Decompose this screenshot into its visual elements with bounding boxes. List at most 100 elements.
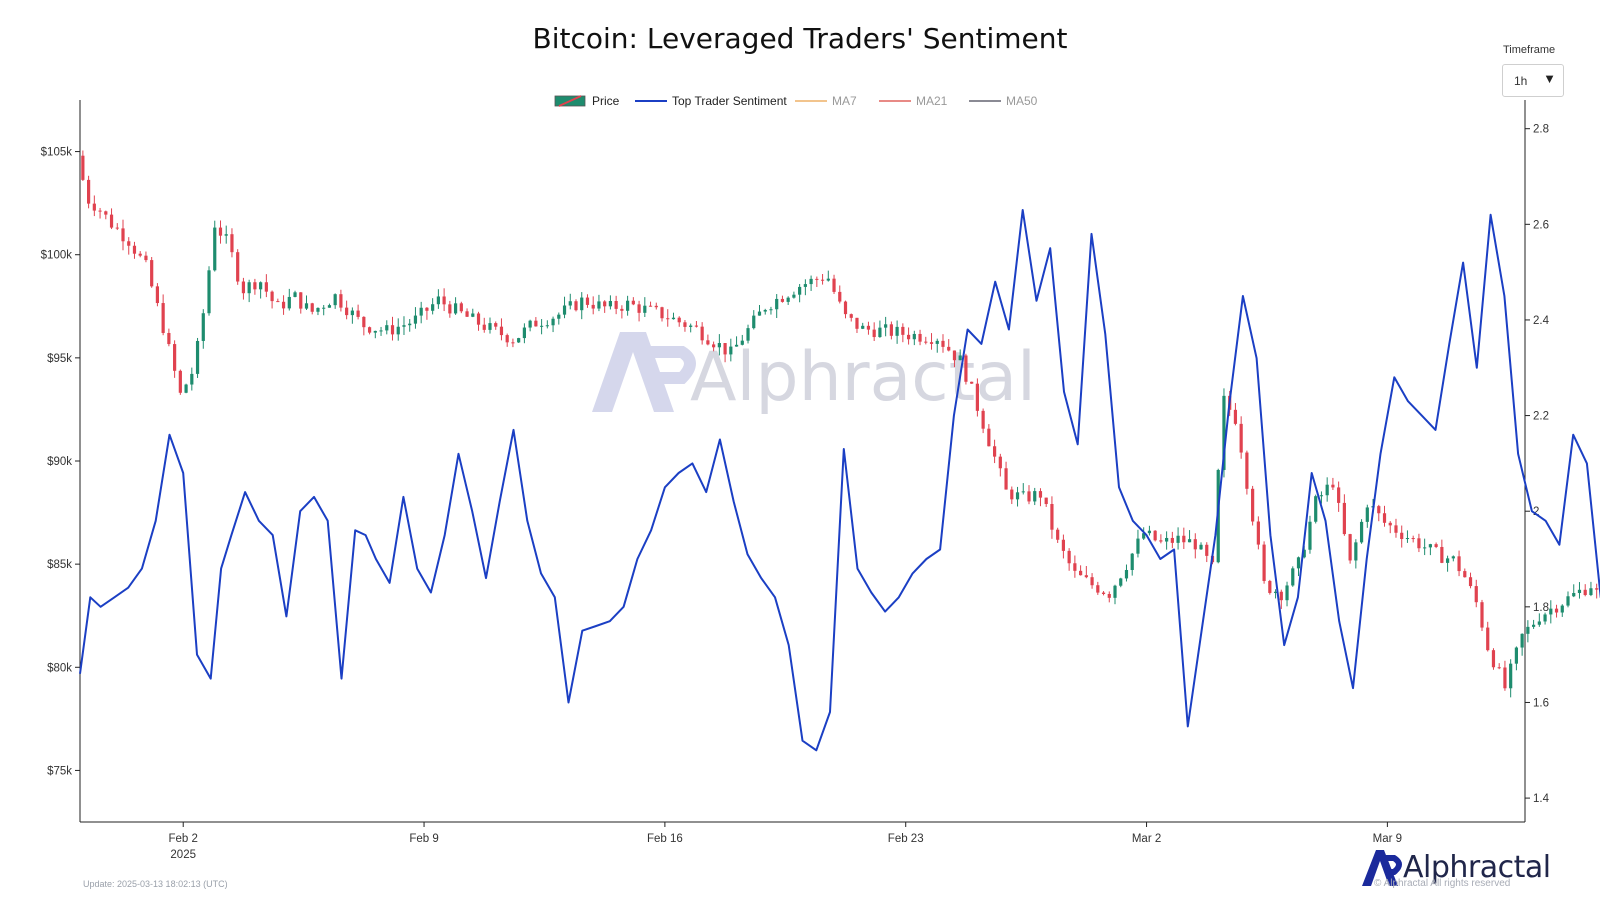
- price-candle: [1199, 542, 1203, 550]
- candle-body: [1532, 624, 1536, 627]
- price-candle: [1400, 525, 1404, 548]
- x-tick-label: Feb 23: [888, 833, 924, 845]
- price-candle: [442, 288, 446, 312]
- candle-body: [626, 300, 630, 311]
- candle-body: [1061, 539, 1066, 551]
- candle-body: [551, 318, 555, 326]
- candle-body: [350, 310, 354, 316]
- candle-body: [769, 309, 773, 311]
- price-candle: [1566, 591, 1570, 608]
- candle-body: [1405, 538, 1410, 540]
- candle-body: [1308, 521, 1312, 550]
- timeframe-dropdown[interactable]: 1h ▼: [1502, 64, 1564, 97]
- price-candle: [723, 342, 727, 363]
- price-candle: [603, 300, 607, 313]
- candle-body: [201, 313, 205, 341]
- candle-body: [1440, 546, 1444, 563]
- candle-body: [786, 297, 790, 302]
- y-left-tick-label: $80k: [47, 662, 72, 674]
- candle-body: [981, 410, 985, 429]
- price-candle: [488, 317, 492, 334]
- price-candle: [218, 220, 223, 244]
- candle-body: [706, 340, 710, 345]
- candle-body: [1560, 605, 1564, 613]
- candle-body: [1537, 621, 1541, 625]
- candle-body: [1514, 647, 1518, 664]
- candle-body: [987, 428, 991, 447]
- price-candle: [92, 195, 96, 217]
- candle-body: [345, 307, 349, 316]
- price-candle: [1491, 648, 1496, 670]
- price-candle: [1159, 534, 1163, 544]
- price-candle: [184, 383, 188, 394]
- candle-body: [339, 294, 343, 308]
- candle-body: [327, 305, 332, 308]
- candle-body: [872, 329, 876, 338]
- candle-body: [660, 307, 664, 319]
- price-candle: [1560, 604, 1564, 617]
- candle-body: [694, 325, 699, 327]
- price-candle: [998, 453, 1002, 477]
- candle-body: [861, 325, 865, 329]
- price-candle: [677, 316, 681, 327]
- price-candle: [281, 295, 286, 315]
- price-candle: [448, 300, 452, 318]
- y-left-tick-label: $75k: [47, 765, 72, 777]
- price-candle: [1434, 542, 1438, 549]
- candle-body: [1566, 596, 1570, 606]
- price-candle: [906, 327, 911, 345]
- price-candle: [729, 338, 733, 362]
- price-candle: [987, 424, 991, 447]
- candle-body: [557, 314, 561, 319]
- price-candle: [1388, 521, 1392, 534]
- price-candle: [511, 338, 515, 348]
- price-candle: [740, 334, 744, 346]
- candle-body: [1044, 497, 1048, 505]
- price-candle: [1107, 591, 1111, 603]
- candle-body: [98, 210, 102, 212]
- candle-body: [637, 304, 641, 313]
- candle-body: [1187, 539, 1192, 543]
- price-candle: [809, 275, 813, 291]
- candle-body: [1285, 585, 1289, 601]
- price-candle: [385, 320, 389, 335]
- y-right-tick-label: 1.6: [1533, 697, 1549, 709]
- price-candle: [872, 322, 876, 342]
- price-candle: [1067, 548, 1071, 571]
- price-candle: [207, 266, 211, 316]
- price-candle: [545, 320, 549, 329]
- candle-body: [236, 252, 240, 282]
- candle-body: [1113, 585, 1117, 598]
- candle-body: [878, 327, 882, 338]
- copyright-text: © Alphractal All rights reserved: [1374, 878, 1511, 889]
- candle-body: [511, 342, 515, 344]
- price-candle: [843, 300, 848, 319]
- price-candle: [1251, 485, 1255, 526]
- price-candle: [1233, 403, 1238, 426]
- price-candle: [981, 408, 985, 434]
- candle-body: [775, 298, 779, 310]
- candle-body: [1354, 542, 1358, 561]
- candle-body: [1205, 544, 1209, 556]
- price-candle: [1113, 584, 1117, 605]
- price-candle: [1193, 533, 1197, 559]
- price-candle: [522, 323, 526, 344]
- candle-body: [1554, 608, 1559, 613]
- candle-body: [729, 346, 733, 355]
- legend-label: MA7: [832, 94, 857, 108]
- price-candle: [1136, 529, 1140, 558]
- candle-body: [918, 333, 922, 342]
- candle-body: [1463, 571, 1467, 578]
- price-candle: [362, 316, 366, 336]
- candle-body: [1503, 667, 1507, 689]
- candle-body: [1325, 484, 1329, 496]
- candle-body: [155, 286, 160, 304]
- price-candle: [1497, 663, 1501, 670]
- candle-body: [92, 203, 96, 211]
- y-right-tick-label: 2: [1533, 506, 1539, 518]
- price-candle: [201, 309, 205, 349]
- candle-body: [1319, 495, 1324, 497]
- alphractal-logo-icon: [1362, 850, 1402, 886]
- price-candle: [557, 312, 561, 325]
- candle-body: [1147, 530, 1152, 534]
